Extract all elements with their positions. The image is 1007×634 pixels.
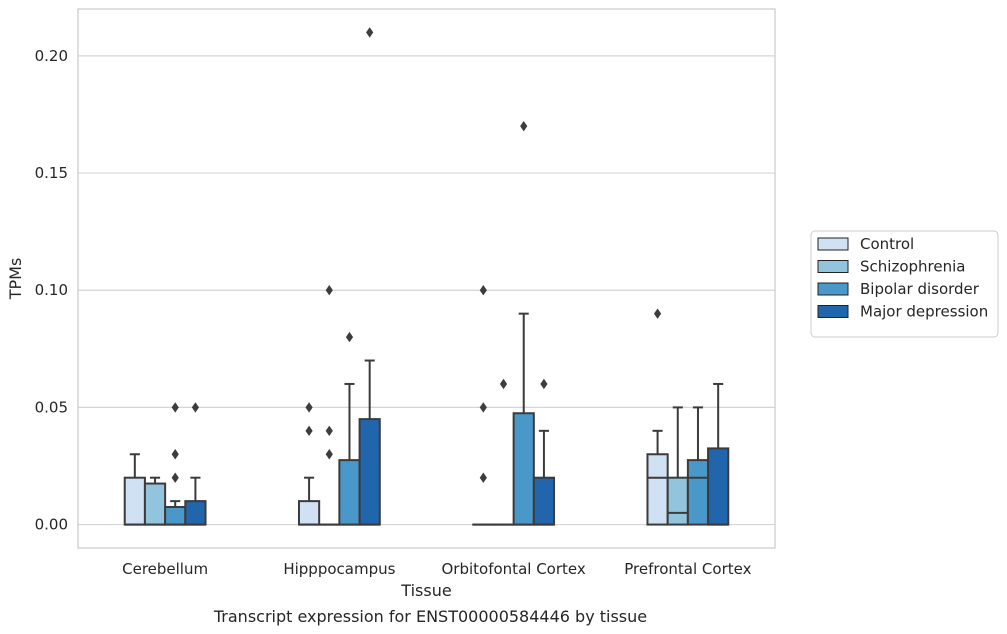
y-tick-label: 0.10 [35,281,68,299]
legend-entry-label: Bipolar disorder [860,280,980,298]
box-group [318,285,341,526]
x-tick-label: Prefrontal Cortex [624,560,751,578]
box-group [646,308,669,526]
legend-swatch [817,305,849,318]
outlier-point [479,285,487,296]
outlier-point [171,449,179,460]
box [532,476,556,526]
box-group [184,402,207,526]
legend-swatch [817,260,849,273]
legend-entry-label: Schizophrenia [860,258,965,276]
outlier-point [305,402,313,413]
y-tick-label: 0.15 [35,164,68,182]
box-group [512,120,535,526]
box-marks [123,27,730,526]
outlier-point [520,120,528,132]
legend-entry-label: Major depression [860,303,988,321]
box-group [297,402,321,526]
legend-swatch [817,282,849,296]
box [666,476,689,526]
box-group [492,378,515,526]
x-tick-label: Orbitofontal Cortex [442,560,586,578]
box [338,459,361,526]
box [646,453,669,526]
outlier-point [325,449,333,460]
outlier-point [171,402,179,413]
x-tick-label: Cerebellum [122,560,208,578]
legend-swatch [817,237,849,251]
box [123,476,146,526]
outlier-point [345,331,354,343]
box [297,500,321,526]
y-axis-label: TPMs [6,258,25,301]
y-tick-label: 0.00 [35,516,68,534]
box-group [358,27,381,526]
box-group [472,285,495,526]
outlier-point [171,472,179,483]
outlier-point [540,378,548,390]
y-tick-label: 0.05 [35,398,68,416]
legend-frame [810,230,999,338]
box-group [666,406,689,526]
box-group [338,331,361,526]
box [686,459,710,526]
box [164,505,187,526]
grid-lines [78,55,775,526]
chart-caption: Transcript expression for ENST0000058444… [213,607,647,626]
box [358,418,381,526]
x-tick-label: Hipppocampus [283,560,395,578]
outlier-point [305,425,313,437]
plot-area-frame [77,8,776,549]
outlier-point [325,425,333,437]
outlier-point [479,472,487,483]
box-group [164,402,187,526]
outlier-point [499,378,508,390]
box [707,447,730,526]
legend: Control Schizophrenia Bipolar disorder Majo… [810,230,999,338]
box-group [707,382,730,526]
x-axis-ticks: Cerebellum Hipppocampus Orbitofontal Corte… [122,560,751,578]
box-group [686,406,710,526]
legend-entry-label: Control [860,235,914,253]
outlier-point [325,285,333,296]
y-tick-label: 0.20 [35,47,68,65]
box-group [143,476,167,526]
outlier-point [653,308,662,319]
outlier-point [191,402,200,413]
x-axis-label: Tissue [400,581,451,600]
box-group [123,453,146,526]
box [512,412,535,526]
outlier-point [366,27,374,38]
box-group [532,378,556,526]
box [143,482,167,526]
box [184,500,207,526]
outlier-point [479,402,487,413]
y-axis-ticks: 0.00 0.05 0.10 0.15 0.20 [35,47,68,534]
